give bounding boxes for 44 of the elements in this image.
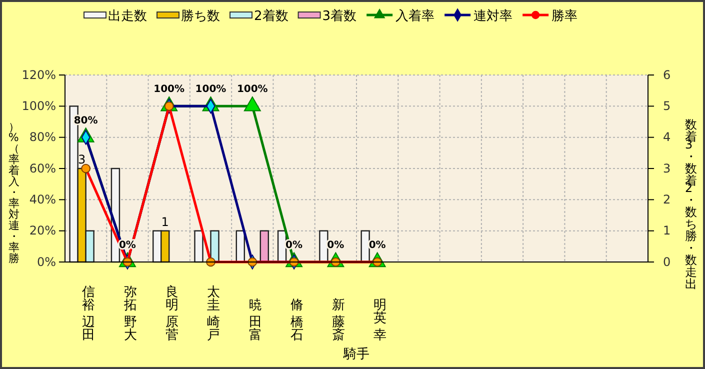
y-tick-label: 120% bbox=[22, 68, 56, 82]
data-label: 1 bbox=[161, 214, 169, 229]
bar bbox=[210, 230, 220, 263]
bar bbox=[360, 230, 370, 263]
bar bbox=[236, 230, 245, 263]
legend-label: 出走数 bbox=[108, 9, 147, 24]
y-tick-label: 80% bbox=[29, 130, 56, 144]
data-label: 100% bbox=[154, 84, 185, 96]
legend-label: 勝率 bbox=[552, 8, 578, 24]
legend-label: 勝ち数 bbox=[181, 9, 220, 24]
legend-label: 2着数 bbox=[254, 8, 288, 24]
x-axis-title: 騎手 bbox=[342, 347, 370, 362]
y2-tick-label: 4 bbox=[663, 130, 671, 144]
data-label: 100% bbox=[236, 84, 268, 96]
bar bbox=[194, 230, 204, 263]
x-tick-label: 幸 英明 bbox=[374, 298, 387, 343]
y-tick-label: 60% bbox=[29, 161, 56, 176]
y-axis-title: 勝率・連対率・入着率（%） bbox=[8, 120, 20, 265]
y2-tick-label: 2 bbox=[663, 192, 671, 207]
x-tick-label: 菅原 明良 bbox=[166, 284, 179, 343]
y2-tick-label: 0 bbox=[663, 254, 671, 269]
y-tick-label: 0% bbox=[36, 254, 56, 269]
y2-tick-label: 1 bbox=[663, 224, 671, 238]
x-tick-label: 石橋 脩 bbox=[290, 298, 304, 343]
data-label: 100% bbox=[195, 84, 226, 96]
point bbox=[244, 96, 261, 112]
bar bbox=[319, 230, 328, 263]
y2-tick-label: 3 bbox=[663, 161, 671, 176]
legend-label: 入着率 bbox=[396, 8, 435, 24]
y-tick-label: 40% bbox=[29, 192, 56, 207]
y2-axis-title: 出走数・勝ち数・2着数・3着数 bbox=[685, 118, 697, 291]
y2-tick-label: 6 bbox=[663, 68, 671, 82]
x-tick-label: 戸崎 圭太 bbox=[207, 284, 220, 343]
legend-label: 連対率 bbox=[474, 8, 513, 24]
x-tick-label: 大野 拓弥 bbox=[122, 284, 137, 343]
bar bbox=[260, 230, 269, 263]
y-tick-label: 100% bbox=[22, 99, 56, 114]
x-tick-label: 田辺 裕信 bbox=[82, 284, 96, 343]
y-tick-label: 20% bbox=[29, 224, 56, 238]
x-tick-label: 富田 暁 bbox=[248, 298, 262, 343]
data-label: 3 bbox=[78, 152, 86, 166]
legend-label: 3着数 bbox=[322, 8, 357, 24]
x-tick-label: 斎藤 新 bbox=[332, 298, 346, 343]
y2-tick-label: 5 bbox=[663, 99, 671, 114]
